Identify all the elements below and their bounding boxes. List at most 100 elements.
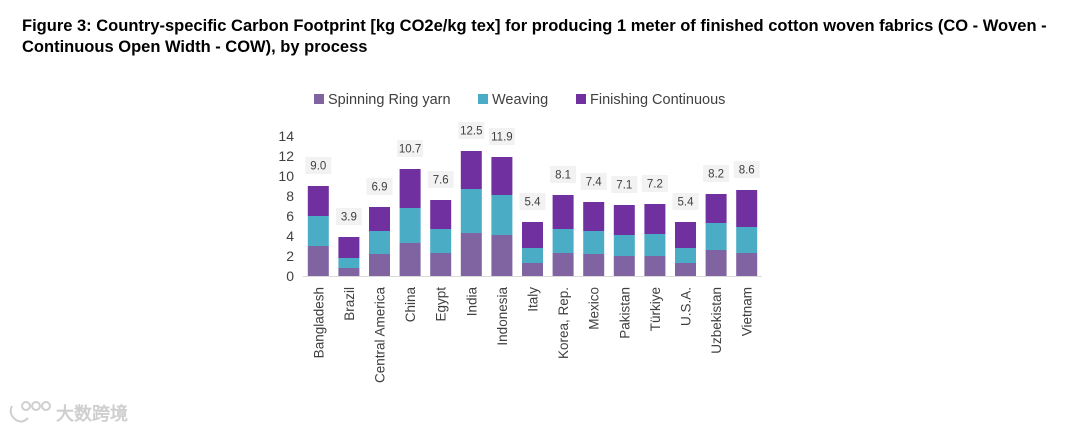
- total-label: 7.6: [433, 175, 449, 187]
- legend-swatch-spinning: [314, 94, 324, 104]
- bar-segment-spinning: [338, 268, 360, 276]
- total-label-box: [488, 128, 515, 145]
- bar-segment-weaving: [522, 248, 543, 263]
- bar-segment-weaving: [338, 258, 360, 268]
- total-label-box: [427, 171, 454, 188]
- total-label-box: [550, 166, 577, 183]
- x-category-label: Brazil: [342, 287, 357, 321]
- x-category-label: Vietnam: [740, 287, 755, 336]
- bar-segment-spinning: [644, 256, 666, 276]
- y-tick-label: 8: [286, 188, 294, 204]
- bar-segment-spinning: [675, 263, 696, 276]
- y-tick-label: 14: [278, 128, 294, 144]
- bar-segment-spinning: [705, 250, 727, 276]
- legend-swatch-weaving: [478, 94, 488, 104]
- bar-segment-spinning: [491, 235, 513, 276]
- total-label-box: [366, 178, 393, 195]
- bar-segment-weaving: [705, 223, 727, 250]
- total-label: 10.7: [399, 144, 421, 156]
- x-category-label: Pakistan: [617, 287, 632, 339]
- watermark-logo-icon: [9, 401, 51, 423]
- total-label: 8.1: [555, 170, 571, 182]
- bar-segment-finishing: [430, 200, 452, 229]
- total-label-box: [580, 173, 607, 190]
- total-label: 7.4: [586, 177, 603, 189]
- bar-segment-weaving: [613, 235, 635, 256]
- bar-segment-spinning: [736, 253, 758, 276]
- bar-segment-finishing: [460, 151, 482, 189]
- bar-segment-weaving: [460, 189, 482, 233]
- x-category-label: Türkiye: [648, 287, 663, 331]
- bar-segment-finishing: [522, 222, 543, 248]
- bar-segment-spinning: [369, 254, 390, 276]
- total-label-box: [611, 176, 638, 193]
- x-category-label: Bangladesh: [311, 287, 326, 358]
- x-axis: Bangladesh Brazil Central America China Egyp…: [311, 287, 754, 384]
- total-label: 3.9: [341, 212, 357, 224]
- bar-segment-finishing: [613, 205, 635, 235]
- x-category-label: Italy: [526, 287, 541, 312]
- bar-segment-spinning: [307, 246, 329, 276]
- bar-segment-weaving: [583, 231, 605, 254]
- bar-segment-weaving: [552, 229, 574, 253]
- x-category-label: Central America: [373, 287, 388, 384]
- bar-segment-finishing: [552, 195, 574, 229]
- x-category-label: Egypt: [434, 287, 449, 322]
- bar-segment-finishing: [307, 186, 329, 216]
- bar-segment-weaving: [736, 227, 758, 253]
- total-label: 9.0: [310, 161, 326, 173]
- total-labels: 9.0 3.9 6.9 10.7 7.6 12.5 11.9 5.4 8.1 7.4 7.1 7.2 5…: [305, 122, 760, 225]
- x-category-label: Indonesia: [495, 287, 510, 346]
- legend-label-weaving: Weaving: [492, 92, 548, 108]
- x-category-label: Uzbekistan: [709, 287, 724, 354]
- total-label: 6.9: [372, 182, 388, 194]
- bar-segment-spinning: [430, 253, 452, 276]
- watermark: 大数跨境: [9, 401, 128, 425]
- chart-legend: Spinning Ring yarn Weaving Finishing Conti…: [314, 92, 725, 108]
- figure-title: Figure 3: Country-specific Carbon Footpr…: [22, 17, 1047, 56]
- total-label-box: [733, 161, 760, 178]
- bar-segment-finishing: [644, 204, 666, 234]
- bar-segment-spinning: [522, 263, 543, 276]
- bar-segment-weaving: [491, 195, 513, 235]
- total-label: 8.2: [708, 169, 724, 181]
- bar-segment-spinning: [613, 256, 635, 276]
- bar-segment-finishing: [583, 202, 605, 231]
- bar-segment-finishing: [338, 237, 360, 258]
- bar-segment-weaving: [675, 248, 696, 263]
- total-label: 11.9: [491, 132, 513, 144]
- bar-segment-weaving: [307, 216, 329, 246]
- bar-segment-spinning: [552, 253, 574, 276]
- y-tick-label: 2: [286, 248, 294, 264]
- legend-swatch-finishing: [576, 94, 586, 104]
- y-tick-label: 0: [286, 268, 294, 284]
- y-tick-label: 6: [286, 208, 294, 224]
- bar-segment-weaving: [430, 229, 452, 253]
- total-label: 5.4: [678, 197, 695, 209]
- x-category-label: China: [403, 287, 418, 323]
- y-tick-label: 4: [286, 228, 294, 244]
- bar-segment-finishing: [705, 194, 727, 223]
- bar-segment-spinning: [399, 243, 421, 276]
- total-label: 7.2: [647, 179, 663, 191]
- bar-segment-finishing: [491, 157, 513, 195]
- total-label: 5.4: [525, 197, 542, 209]
- bar-segment-weaving: [399, 208, 421, 243]
- y-tick-label: 12: [278, 148, 294, 164]
- total-label-box: [397, 140, 424, 157]
- x-category-label: India: [464, 287, 479, 317]
- x-category-label: Mexico: [587, 287, 602, 330]
- bar-segment-weaving: [644, 234, 666, 256]
- total-label-box: [305, 157, 332, 174]
- total-label: 8.6: [739, 165, 755, 177]
- watermark-text: 大数跨境: [56, 403, 128, 425]
- bar-segment-finishing: [399, 169, 421, 208]
- total-label-box: [335, 208, 362, 225]
- bar-segment-finishing: [369, 207, 390, 231]
- total-label-box: [458, 122, 485, 139]
- y-axis: 0 2 4 6 8 10 12 14: [278, 128, 762, 284]
- x-category-label: U.S.A.: [679, 287, 694, 326]
- bar-segment-finishing: [675, 222, 696, 248]
- total-label-box: [703, 165, 730, 182]
